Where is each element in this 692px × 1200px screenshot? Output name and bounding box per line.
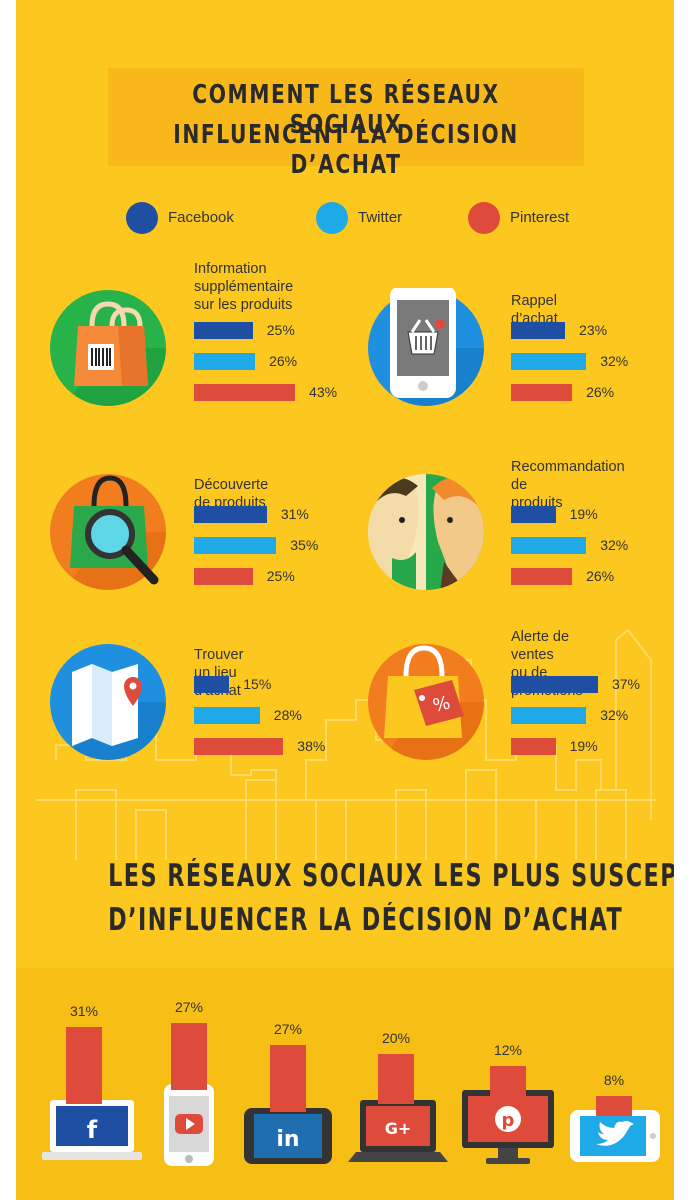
bar-facebook (194, 322, 253, 339)
bar-value-pinterest: 43% (309, 384, 338, 400)
youtube-phone-icon (164, 1084, 214, 1166)
bar-twitter (511, 353, 587, 370)
bar-facebook (511, 506, 556, 523)
twitter-phone-icon (570, 1110, 660, 1162)
bar-value-youtube-phone: 27% (174, 998, 204, 1015)
legend-label-pinterest: Pinterest (510, 209, 570, 226)
bar-twitter (194, 707, 260, 724)
bar-pinterest (511, 738, 556, 755)
bar-facebook (194, 676, 230, 693)
bar-value-twitter: 35% (290, 537, 319, 553)
bar-value-pinterest-monitor: 12% (493, 1042, 523, 1058)
bar-pinterest (194, 738, 284, 755)
bar-pinterest (511, 384, 573, 401)
bar-linkedin-tablet (270, 1044, 306, 1112)
section-title-line1: LES RÉSEAUX SOCIAUX LES PLUS SUSCEPTIBLE… (108, 858, 674, 894)
bar-value-google-plus-laptop: 20% (381, 1030, 411, 1046)
bar-value-pinterest: 26% (586, 568, 615, 584)
bar-twitter (194, 353, 256, 370)
bar-value-twitter: 28% (273, 707, 302, 723)
legend-dot-facebook (126, 202, 158, 234)
bar-value-facebook: 19% (569, 506, 598, 522)
svg-text:in: in (276, 1127, 299, 1152)
bar-value-pinterest: 38% (297, 738, 326, 754)
bar-twitter (511, 537, 587, 554)
legend-label-twitter: Twitter (358, 209, 403, 226)
bar-value-pinterest: 26% (586, 384, 615, 400)
bar-facebook (511, 322, 566, 339)
bar-pinterest (194, 568, 253, 585)
pinterest-monitor-icon: p (462, 1090, 554, 1164)
main-title-box: COMMENT LES RÉSEAUX SOCIAUX INFLUENCENT … (108, 68, 584, 180)
bar-google-plus-laptop (378, 1054, 414, 1104)
svg-text:%: % (431, 692, 453, 717)
bar-value-pinterest: 19% (569, 738, 598, 754)
bottom-band (16, 968, 674, 1200)
two-faces-icon (368, 474, 484, 590)
bar-youtube-phone (171, 1022, 207, 1090)
bar-value-twitter-phone: 8% (603, 1072, 625, 1088)
bar-value-facebook-laptop: 31% (69, 1002, 99, 1019)
legend-dot-pinterest (468, 202, 500, 234)
bar-pinterest (194, 384, 296, 401)
city-skyline-decoration (36, 628, 656, 860)
panel-label: Recommandation de produits (511, 459, 625, 511)
bar-value-twitter: 32% (600, 707, 629, 723)
bar-value-facebook: 37% (611, 676, 640, 692)
bar-value-twitter: 26% (269, 353, 298, 369)
linkedin-tablet-icon: in (244, 1108, 332, 1164)
map-pin-icon (50, 644, 166, 760)
bag-percent-tag-icon: % (368, 644, 484, 760)
bar-value-pinterest: 25% (266, 568, 295, 584)
bar-facebook (194, 506, 267, 523)
infographic-poster: COMMENT LES RÉSEAUX SOCIAUX INFLUENCENT … (16, 0, 674, 1200)
bar-value-facebook: 15% (243, 676, 272, 692)
bar-facebook (511, 676, 598, 693)
bar-value-linkedin-tablet: 27% (273, 1020, 303, 1037)
legend-label-facebook: Facebook (168, 209, 234, 226)
section-title-line2: D’INFLUENCER LA DÉCISION D’ACHAT (108, 902, 624, 938)
bar-twitter (194, 537, 277, 554)
svg-text:G+: G+ (385, 1119, 412, 1138)
bag-magnifier-icon (50, 474, 166, 590)
google-plus-laptop-icon: G+ (348, 1100, 448, 1162)
svg-text:p: p (502, 1110, 515, 1131)
phone-basket-icon (368, 288, 484, 406)
legend-dot-twitter (316, 202, 348, 234)
bar-facebook-laptop (66, 1026, 102, 1104)
bar-value-twitter: 32% (600, 353, 629, 369)
bar-twitter (511, 707, 587, 724)
bar-pinterest (511, 568, 573, 585)
bar-twitter-phone (596, 1096, 632, 1116)
bar-value-twitter: 32% (600, 537, 629, 553)
svg-text:f: f (87, 1116, 98, 1144)
panel-label: Information supplémentaire sur les produ… (194, 261, 294, 313)
main-title-line2: INFLUENCENT LA DÉCISION D’ACHAT (173, 120, 519, 180)
facebook-laptop-icon: f (42, 1100, 142, 1160)
bar-value-facebook: 23% (579, 322, 608, 338)
bar-pinterest-monitor (490, 1066, 526, 1096)
bar-value-facebook: 25% (266, 322, 295, 338)
bar-value-facebook: 31% (280, 506, 309, 522)
main-title-line1: COMMENT LES RÉSEAUX SOCIAUX (192, 80, 500, 140)
shopping-bag-barcode-icon (50, 290, 166, 406)
